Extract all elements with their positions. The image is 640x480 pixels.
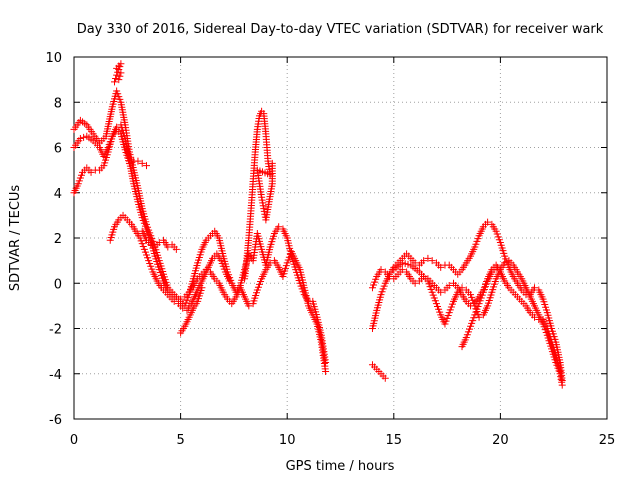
data-point xyxy=(428,257,436,265)
x-tick-label: 5 xyxy=(176,433,184,448)
chart-title: Day 330 of 2016, Sidereal Day-to-day VTE… xyxy=(77,22,604,37)
data-point xyxy=(115,76,123,84)
data-point xyxy=(404,260,412,268)
data-point xyxy=(322,367,330,375)
data-point xyxy=(558,381,566,389)
data-point xyxy=(226,277,234,285)
data-point xyxy=(424,254,432,262)
series-track-e xyxy=(138,227,180,253)
data-point xyxy=(420,257,428,265)
data-point xyxy=(116,72,124,80)
data-point xyxy=(401,260,409,268)
x-tick-label: 15 xyxy=(386,433,403,448)
data-point xyxy=(113,71,121,79)
x-tick-label: 25 xyxy=(599,433,616,448)
x-tick-label: 10 xyxy=(279,433,296,448)
series-track-j xyxy=(390,257,566,389)
data-point xyxy=(76,134,84,142)
series-track-k xyxy=(458,263,500,351)
y-tick-label: 4 xyxy=(54,187,62,202)
data-point xyxy=(398,266,406,274)
data-point xyxy=(87,168,95,176)
data-point xyxy=(386,272,394,280)
tick-labels: 0 5 10 15 20 25 -6 -4 -2 0 2 4 6 8 10 xyxy=(45,51,615,448)
series-track-c xyxy=(70,125,150,197)
y-tick-label: -4 xyxy=(49,368,62,383)
y-axis-label: SDTVAR / TECUs xyxy=(8,185,23,292)
y-tick-label: 6 xyxy=(54,142,62,157)
axis-ticks xyxy=(73,56,608,420)
data-point xyxy=(501,259,509,267)
y-tick-label: -6 xyxy=(49,413,62,428)
data-point xyxy=(398,259,406,267)
data-point xyxy=(111,78,119,86)
data-point xyxy=(377,266,385,274)
series-track-g xyxy=(111,60,125,86)
data-point xyxy=(445,282,453,290)
data-point xyxy=(117,69,125,77)
data-point xyxy=(198,284,206,292)
data-point xyxy=(531,284,539,292)
data-point xyxy=(437,288,445,296)
data-point xyxy=(138,159,146,167)
data-point xyxy=(134,157,142,165)
series-track-h xyxy=(368,218,566,385)
data-point xyxy=(275,223,283,231)
data-point xyxy=(245,302,253,310)
y-tick-label: 8 xyxy=(54,96,62,111)
data-point xyxy=(411,279,419,287)
data-point xyxy=(147,241,155,249)
data-point xyxy=(164,243,172,251)
x-axis-label: GPS time / hours xyxy=(286,459,395,474)
data-point xyxy=(322,358,330,366)
x-tick-label: 0 xyxy=(70,433,78,448)
data-point xyxy=(170,297,178,305)
y-tick-label: 0 xyxy=(54,277,62,292)
series-track-l xyxy=(368,361,389,382)
series-spike xyxy=(241,107,276,283)
data-point xyxy=(268,159,276,167)
x-tick-label: 20 xyxy=(492,433,509,448)
data-point xyxy=(142,162,150,170)
data-point xyxy=(172,293,180,301)
y-tick-label: 10 xyxy=(45,51,62,66)
data-point xyxy=(125,159,133,167)
data-point xyxy=(475,313,483,321)
data-point xyxy=(177,295,185,303)
series-track-d xyxy=(106,211,234,314)
data-point xyxy=(484,218,492,226)
data-point xyxy=(458,284,466,292)
series-track-f xyxy=(177,284,206,337)
data-point xyxy=(172,245,180,253)
y-tick-label: -2 xyxy=(49,323,62,338)
data-point xyxy=(381,374,389,382)
data-points xyxy=(70,60,566,389)
data-point xyxy=(437,263,445,271)
data-point xyxy=(492,263,500,271)
y-tick-label: 2 xyxy=(54,232,62,247)
data-point xyxy=(112,74,120,82)
